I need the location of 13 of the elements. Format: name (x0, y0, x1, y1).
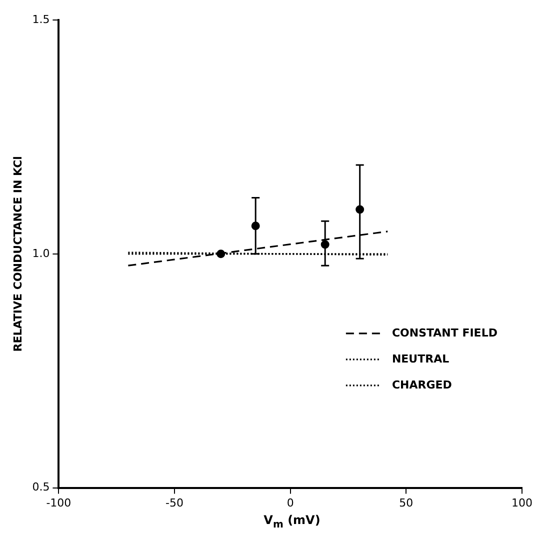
legend-label: NEUTRAL (392, 352, 450, 366)
x-tick-label: 0 (286, 496, 294, 510)
x-tick-label: 100 (512, 496, 532, 510)
legend-label: CHARGED (392, 378, 452, 392)
y-tick-label: 1.5 (32, 12, 50, 26)
x-axis-title: V$_{m}$ (mV) (262, 513, 322, 530)
x-tick-label: -50 (166, 496, 184, 510)
y-tick-label: 0.5 (32, 480, 50, 494)
y-axis-title: RELATIVE CONDUCTANCE IN KCl (11, 156, 24, 352)
x-tick-label: -100 (46, 496, 72, 510)
y-tick-label: 1.0 (32, 246, 50, 260)
x-tick-label: 50 (399, 496, 414, 510)
legend-label: CONSTANT FIELD (392, 326, 498, 340)
